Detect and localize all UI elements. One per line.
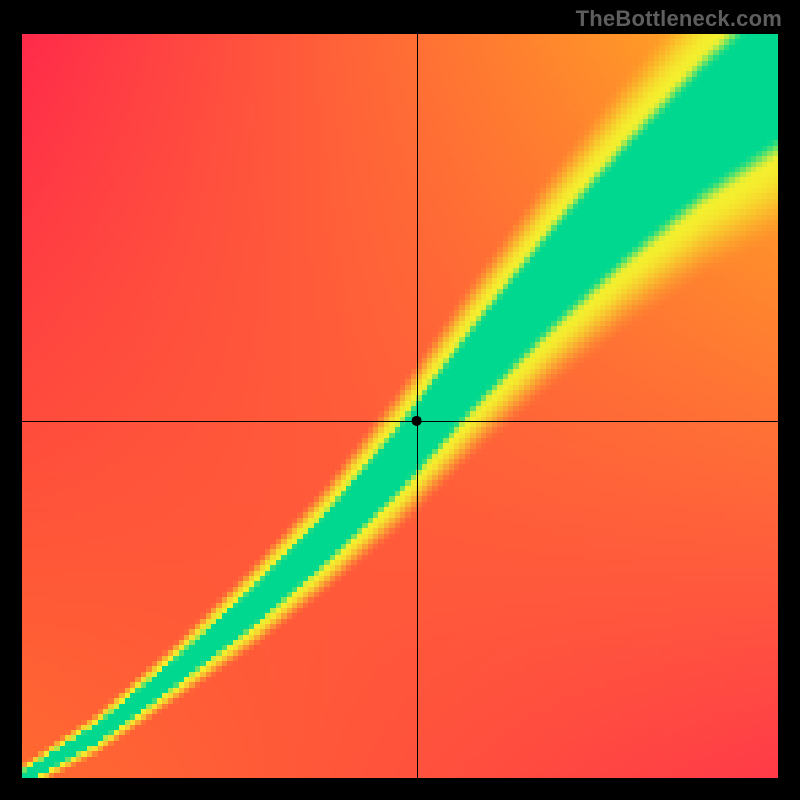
chart-frame: TheBottleneck.com [0,0,800,800]
heatmap-canvas [22,34,778,778]
watermark-text: TheBottleneck.com [576,6,782,32]
heatmap-plot [22,34,778,778]
